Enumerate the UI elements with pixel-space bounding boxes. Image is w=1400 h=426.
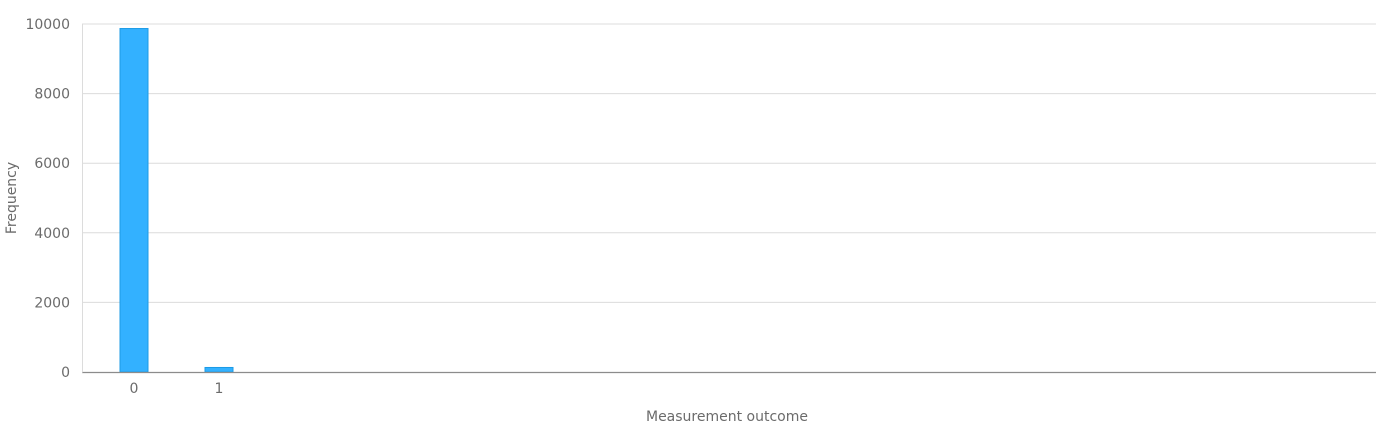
bar-0 [119, 28, 149, 373]
y-tick-label: 6000 [34, 156, 70, 172]
y-tick-label: 10000 [25, 17, 70, 33]
y-tick-label: 2000 [34, 295, 70, 311]
y-axis-title: Frequency [4, 162, 20, 234]
y-tick-labels: 0 2000 4000 6000 8000 10000 [25, 17, 70, 381]
x-tick-label: 1 [215, 381, 224, 397]
bar-1 [204, 366, 234, 373]
y-tick-label: 8000 [34, 87, 70, 103]
y-tick-label: 4000 [34, 226, 70, 242]
x-tick-label: 0 [130, 381, 139, 397]
axes [82, 24, 1376, 374]
gridlines [82, 23, 1376, 303]
x-axis-title: Measurement outcome [646, 409, 808, 425]
y-tick-label: 0 [61, 365, 70, 381]
bars [119, 28, 234, 373]
